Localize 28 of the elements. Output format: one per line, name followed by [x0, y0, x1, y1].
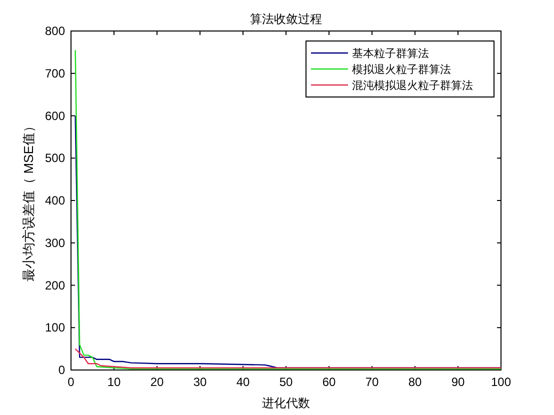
x-tick-label: 90: [451, 375, 465, 389]
y-tick-label: 300: [44, 236, 66, 250]
y-tick-label: 800: [44, 24, 66, 38]
x-tick-label: 100: [490, 375, 512, 389]
chart-title: 算法收敛过程: [250, 12, 322, 26]
x-tick-label: 60: [322, 375, 336, 389]
legend-label: 模拟退火粒子群算法: [352, 63, 451, 76]
y-tick-label: 700: [44, 66, 66, 80]
y-tick-label: 500: [44, 151, 66, 166]
y-axis-title: 最小均方误差值（ MSE值）: [21, 120, 36, 282]
x-tick-label: 10: [107, 375, 121, 389]
x-axis-title: 进化代数: [262, 396, 310, 410]
y-tick-label: 400: [44, 194, 66, 208]
y-tick-label: 0: [58, 363, 66, 377]
x-tick-label: 50: [279, 375, 293, 389]
line-series: [74, 348, 502, 368]
x-tick-label: 40: [236, 375, 250, 389]
legend-label: 基本粒子群算法: [352, 47, 429, 60]
x-tick-label: 80: [408, 375, 422, 389]
x-tick-label: 0: [68, 375, 75, 389]
y-tick-label: 600: [44, 108, 66, 123]
y-tick-label: 200: [44, 278, 66, 292]
x-tick-label: 70: [365, 375, 379, 389]
legend-label: 混沌模拟退火粒子群算法: [352, 79, 473, 92]
y-tick-label: 100: [44, 320, 66, 335]
x-tick-label: 30: [193, 375, 207, 389]
line-series: [74, 49, 502, 370]
x-tick-label: 20: [150, 375, 164, 389]
